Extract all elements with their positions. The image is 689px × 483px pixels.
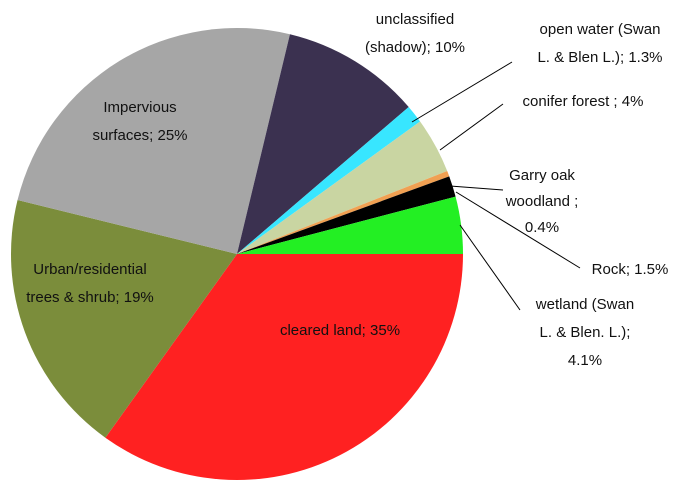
data-label: Impervious bbox=[103, 99, 176, 116]
leader-line bbox=[439, 103, 504, 151]
pie-slice bbox=[237, 34, 409, 255]
data-label: surfaces; 25% bbox=[92, 127, 187, 144]
pie-slice bbox=[237, 107, 421, 254]
pie-slice bbox=[237, 196, 463, 254]
data-label: L. & Blen. L.); bbox=[540, 324, 631, 341]
pie-slice bbox=[237, 176, 456, 254]
leader-line bbox=[459, 224, 521, 311]
data-label: 0.4% bbox=[525, 219, 559, 236]
data-label: L. & Blen L.); 1.3% bbox=[537, 49, 662, 66]
pie-slice bbox=[237, 171, 450, 254]
leader-line bbox=[411, 61, 513, 123]
leader-line bbox=[455, 191, 581, 269]
data-label: woodland ; bbox=[505, 193, 579, 210]
data-label: (shadow); 10% bbox=[365, 39, 465, 56]
data-label: open water (Swan bbox=[540, 21, 661, 38]
data-label: 4.1% bbox=[568, 352, 602, 369]
data-label: Rock; 1.5% bbox=[592, 261, 669, 278]
data-label: Garry oak bbox=[509, 167, 575, 184]
data-label: trees & shrub; 19% bbox=[26, 289, 154, 306]
pie-slice bbox=[10, 200, 237, 438]
data-label: unclassified bbox=[376, 11, 454, 28]
pie-slice bbox=[105, 254, 464, 480]
data-label: wetland (Swan bbox=[535, 296, 634, 313]
data-label: cleared land; 35% bbox=[280, 322, 400, 339]
pie-slice bbox=[237, 121, 448, 254]
leader-line bbox=[449, 185, 504, 191]
data-label: conifer forest ; 4% bbox=[523, 93, 644, 110]
data-label: Urban/residential bbox=[33, 261, 146, 278]
pie-slice bbox=[17, 28, 290, 255]
